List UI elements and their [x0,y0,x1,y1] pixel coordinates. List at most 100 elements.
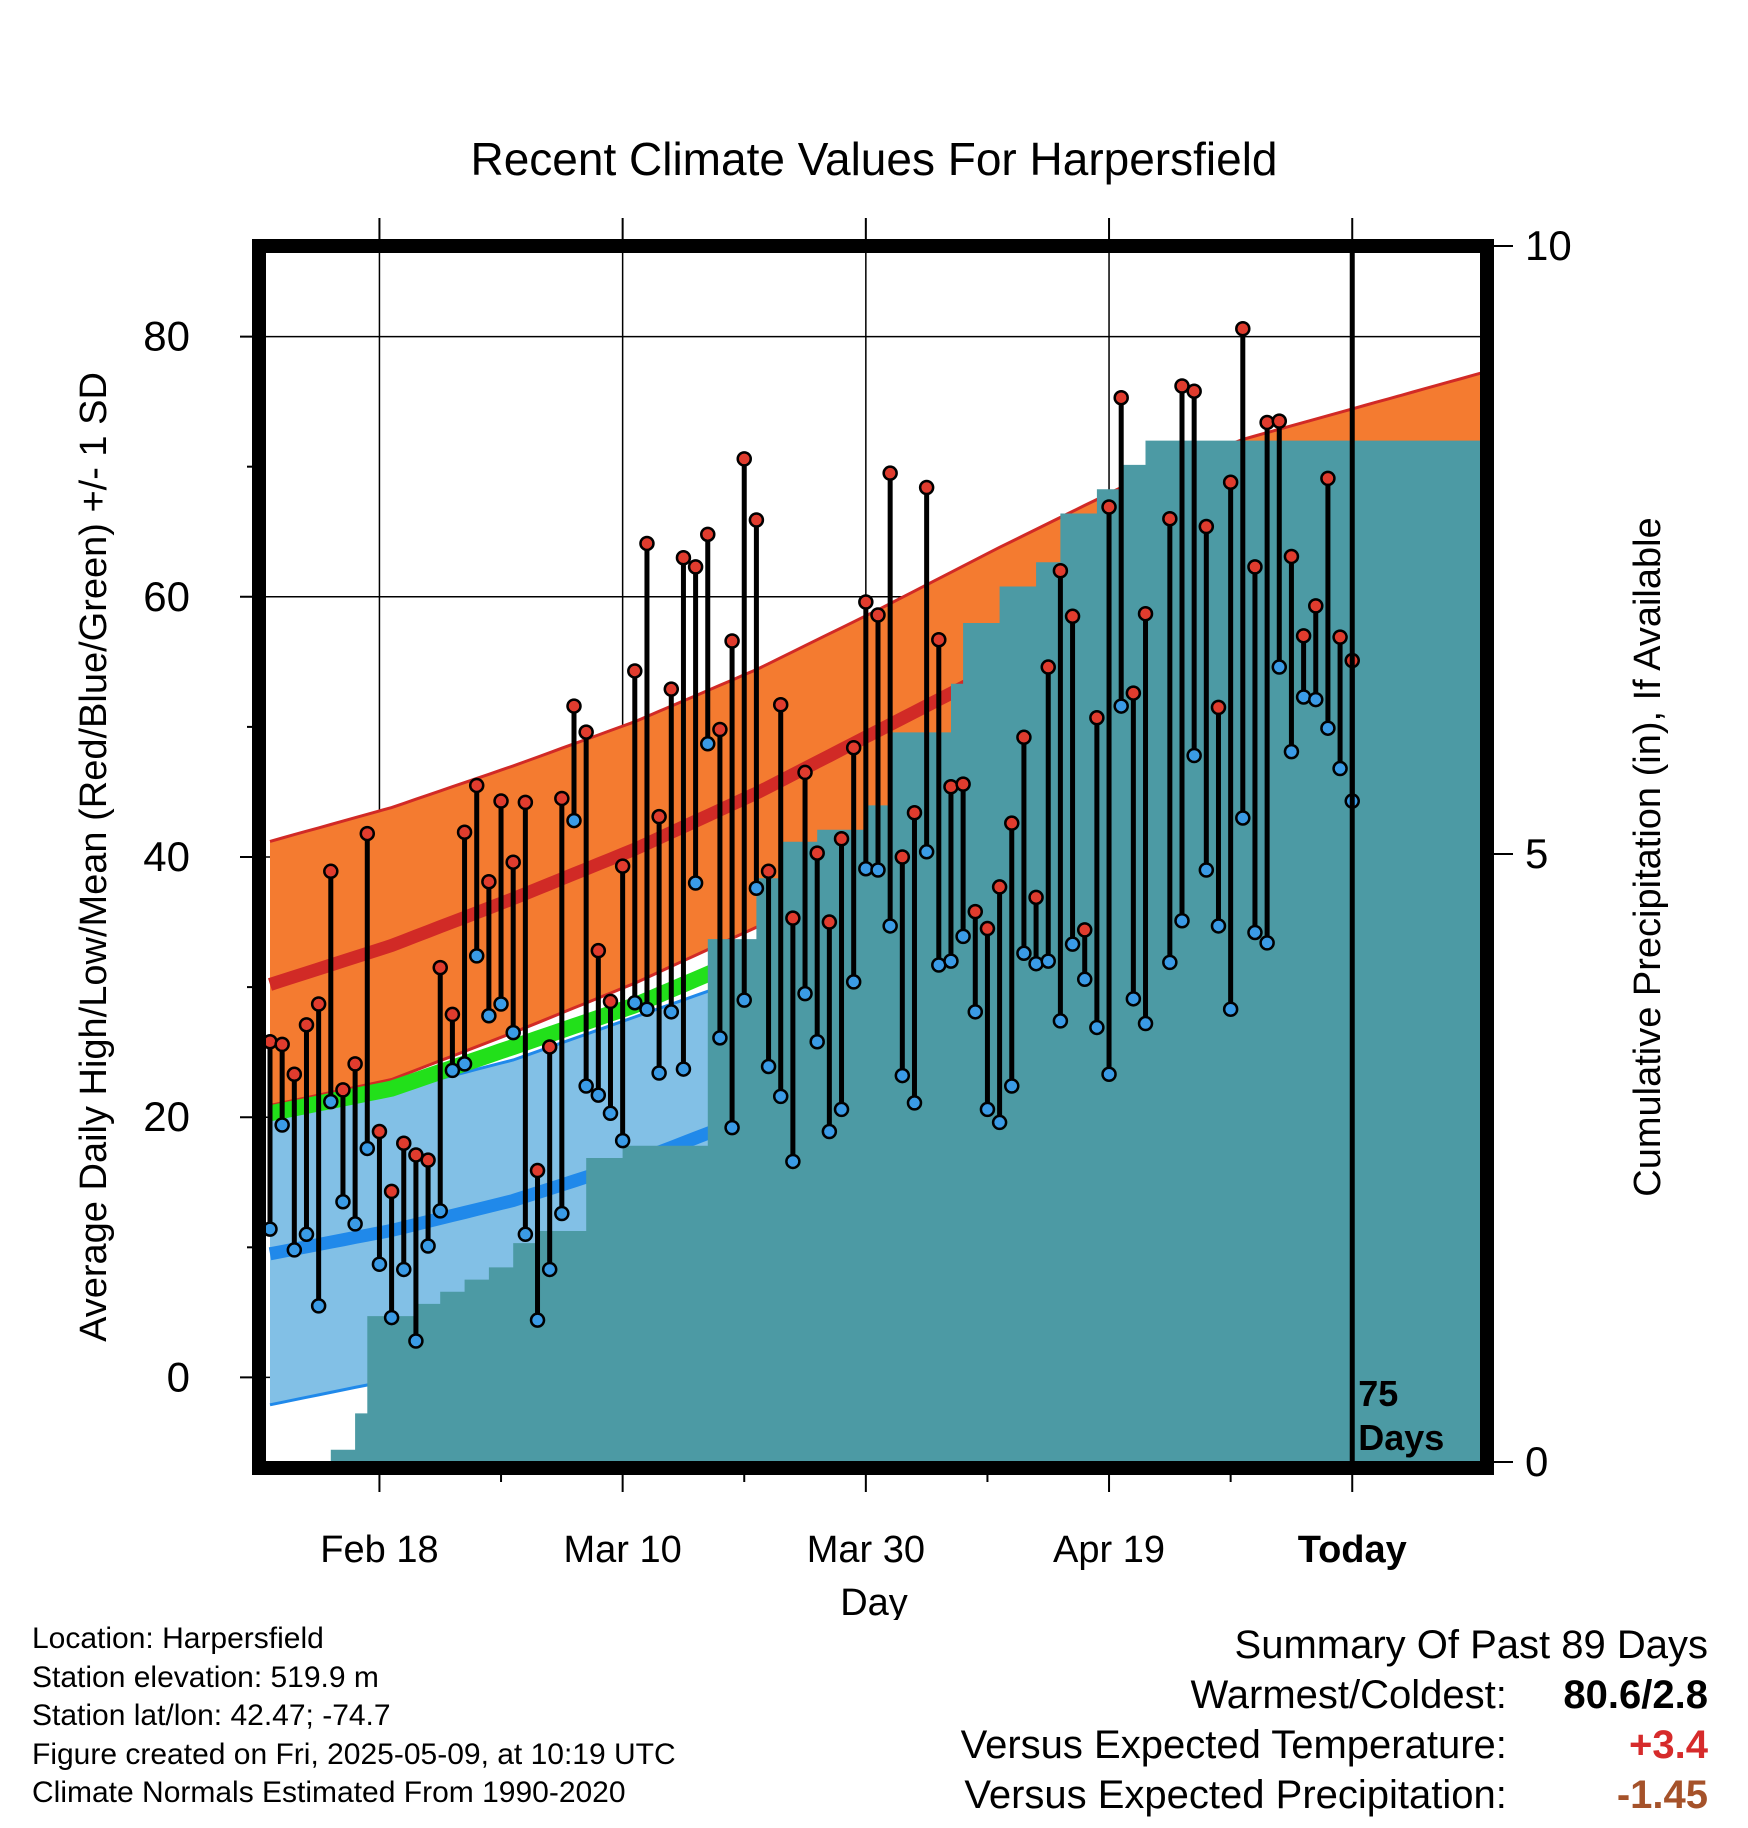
high-point [1125,685,1142,701]
high-point [1198,518,1215,535]
low-point [712,1030,728,1046]
high-point [894,849,911,865]
high-point [1101,499,1117,515]
chart-title: Recent Climate Values For Harpersfield [470,133,1277,185]
summary-precipitation: Versus Expected Precipitation: -1.45 [961,1770,1708,1820]
high-point [882,465,898,481]
summary-panel: Summary Of Past 89 Days Warmest/Coldest:… [961,1620,1708,1820]
high-point [1064,608,1081,625]
high-point [517,794,534,811]
low-point [444,1062,461,1079]
high-point [1052,563,1069,579]
high-point [1320,470,1336,487]
high-point [566,698,582,714]
low-point [310,1298,327,1314]
high-point [1308,598,1324,614]
daily-high-low-stems [267,328,1355,1341]
high-point [274,1036,290,1053]
low-point [1162,954,1178,971]
high-point [1137,605,1154,622]
summary-temperature: Versus Expected Temperature: +3.4 [961,1720,1708,1770]
low-point [809,1034,825,1050]
y-right-tick-label: 10 [1525,222,1572,269]
low-point [772,1088,789,1105]
y-axis-label: Average Daily High/Low/Mean (Red/Blue/Gr… [73,372,115,1342]
high-point [736,451,752,467]
high-point [444,1006,461,1023]
high-point [1222,474,1239,491]
high-point [955,776,971,792]
summary-heading: Summary Of Past 89 Days [1234,1623,1708,1667]
high-point [712,721,728,738]
low-point [517,1226,534,1243]
low-point [1113,698,1129,714]
x-tick-label: Today [1298,1529,1407,1571]
high-point [833,831,850,847]
low-point [967,1004,984,1020]
high-point [858,594,874,610]
low-point [554,1205,570,1222]
high-point [1162,510,1178,527]
low-point [1332,760,1348,777]
station-info: Location: Harpersfield Station elevation… [32,1620,676,1813]
high-point [1332,629,1348,645]
low-point [833,1101,850,1118]
low-point [420,1238,436,1254]
summary-warmest-coldest: Warmest/Coldest: 80.6/2.8 [961,1670,1709,1720]
low-point [797,985,813,1002]
high-point [310,996,327,1012]
low-point [566,812,582,829]
elevation-text: Station elevation: 519.9 m [32,1660,379,1694]
low-point [687,875,704,891]
y-right-tick-label: 5 [1525,830,1548,877]
y-axis-left: 0 20 40 60 80 [143,313,259,1400]
high-point [1004,815,1020,831]
low-point [1089,1019,1105,1036]
precipitation-area [270,440,1481,1462]
low-point [724,1119,740,1136]
high-point [1113,389,1129,406]
high-point [1271,413,1288,429]
low-point [870,862,886,878]
high-point [602,993,619,1010]
y-axis-right-label: Cumulative Precipitation (in), If Availa… [1627,517,1669,1196]
low-point [1076,971,1093,988]
low-point [1064,936,1081,952]
high-point [554,790,570,807]
low-point [1028,955,1044,972]
high-point [396,1135,412,1151]
high-point [651,808,667,825]
high-point [347,1056,363,1072]
normals-text: Climate Normals Estimated From 1990-2020 [32,1776,626,1809]
low-point [359,1140,376,1157]
x-tick-label: Feb 18 [320,1529,438,1571]
low-point [760,1058,777,1075]
low-point [979,1101,996,1118]
precipitation-fill [270,440,1481,1462]
high-point [845,739,862,756]
high-point [590,942,607,959]
low-point [639,1001,655,1017]
low-point [541,1261,558,1278]
low-point [1308,691,1324,708]
low-point [590,1087,607,1103]
low-point [785,1153,801,1170]
low-point [1283,743,1300,760]
high-point [687,559,704,575]
low-point [371,1256,388,1272]
low-point [468,948,485,964]
y-tick-label: 60 [143,573,190,620]
x-axis-label: Day [840,1582,908,1620]
high-point [1040,659,1056,675]
low-point [943,953,959,969]
high-point [918,479,935,496]
high-point [1283,548,1300,565]
low-point [1004,1078,1020,1094]
low-point [347,1216,363,1232]
high-point [1016,729,1032,746]
created-text: Figure created on Fri, 2025-05-09, at 10… [32,1737,676,1771]
low-point [323,1093,339,1110]
low-point [505,1024,521,1041]
high-point [1089,710,1105,726]
low-point [1052,1013,1069,1029]
